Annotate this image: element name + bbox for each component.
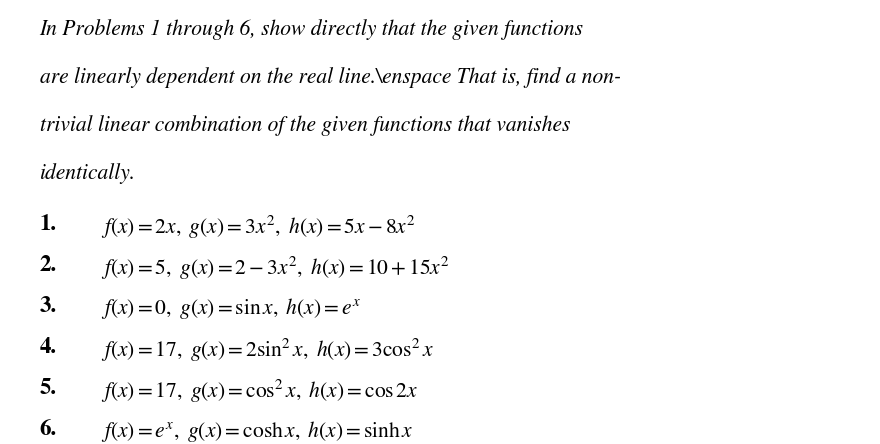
- Text: $f(x) = 17,\ g(x) = \cos^2 x,\ h(x) = \cos 2x$: $f(x) = 17,\ g(x) = \cos^2 x,\ h(x) = \c…: [101, 378, 418, 405]
- Text: $f(x) = 0,\ g(x) = \sin x,\ h(x) = e^x$: $f(x) = 0,\ g(x) = \sin x,\ h(x) = e^x$: [101, 296, 361, 321]
- Text: trivial linear combination of the given functions that vanishes: trivial linear combination of the given …: [40, 115, 570, 136]
- Text: In Problems 1 through 6, show directly that the given functions: In Problems 1 through 6, show directly t…: [40, 19, 583, 40]
- Text: $f(x) = 17,\ g(x) = 2\sin^2 x,\ h(x) = 3\cos^2 x$: $f(x) = 17,\ g(x) = 2\sin^2 x,\ h(x) = 3…: [101, 337, 435, 364]
- Text: are linearly dependent on the real line.\enspace That is, find a non-: are linearly dependent on the real line.…: [40, 67, 620, 88]
- Text: $f(x) = 5,\ g(x) = 2 - 3x^2,\ h(x) = 10 + 15x^2$: $f(x) = 5,\ g(x) = 2 - 3x^2,\ h(x) = 10 …: [101, 255, 451, 282]
- Text: 3.: 3.: [40, 296, 56, 317]
- Text: 4.: 4.: [40, 337, 56, 358]
- Text: 1.: 1.: [40, 214, 56, 235]
- Text: identically.: identically.: [40, 163, 136, 184]
- Text: $f(x) = 2x,\ g(x) = 3x^2,\ h(x) = 5x - 8x^2$: $f(x) = 2x,\ g(x) = 3x^2,\ h(x) = 5x - 8…: [101, 214, 416, 241]
- Text: $f(x) = e^x,\ g(x) = \cosh x,\ h(x) = \sinh x$: $f(x) = e^x,\ g(x) = \cosh x,\ h(x) = \s…: [101, 419, 414, 444]
- Text: 6.: 6.: [40, 419, 56, 440]
- Text: 5.: 5.: [40, 378, 56, 399]
- Text: 2.: 2.: [40, 255, 56, 276]
